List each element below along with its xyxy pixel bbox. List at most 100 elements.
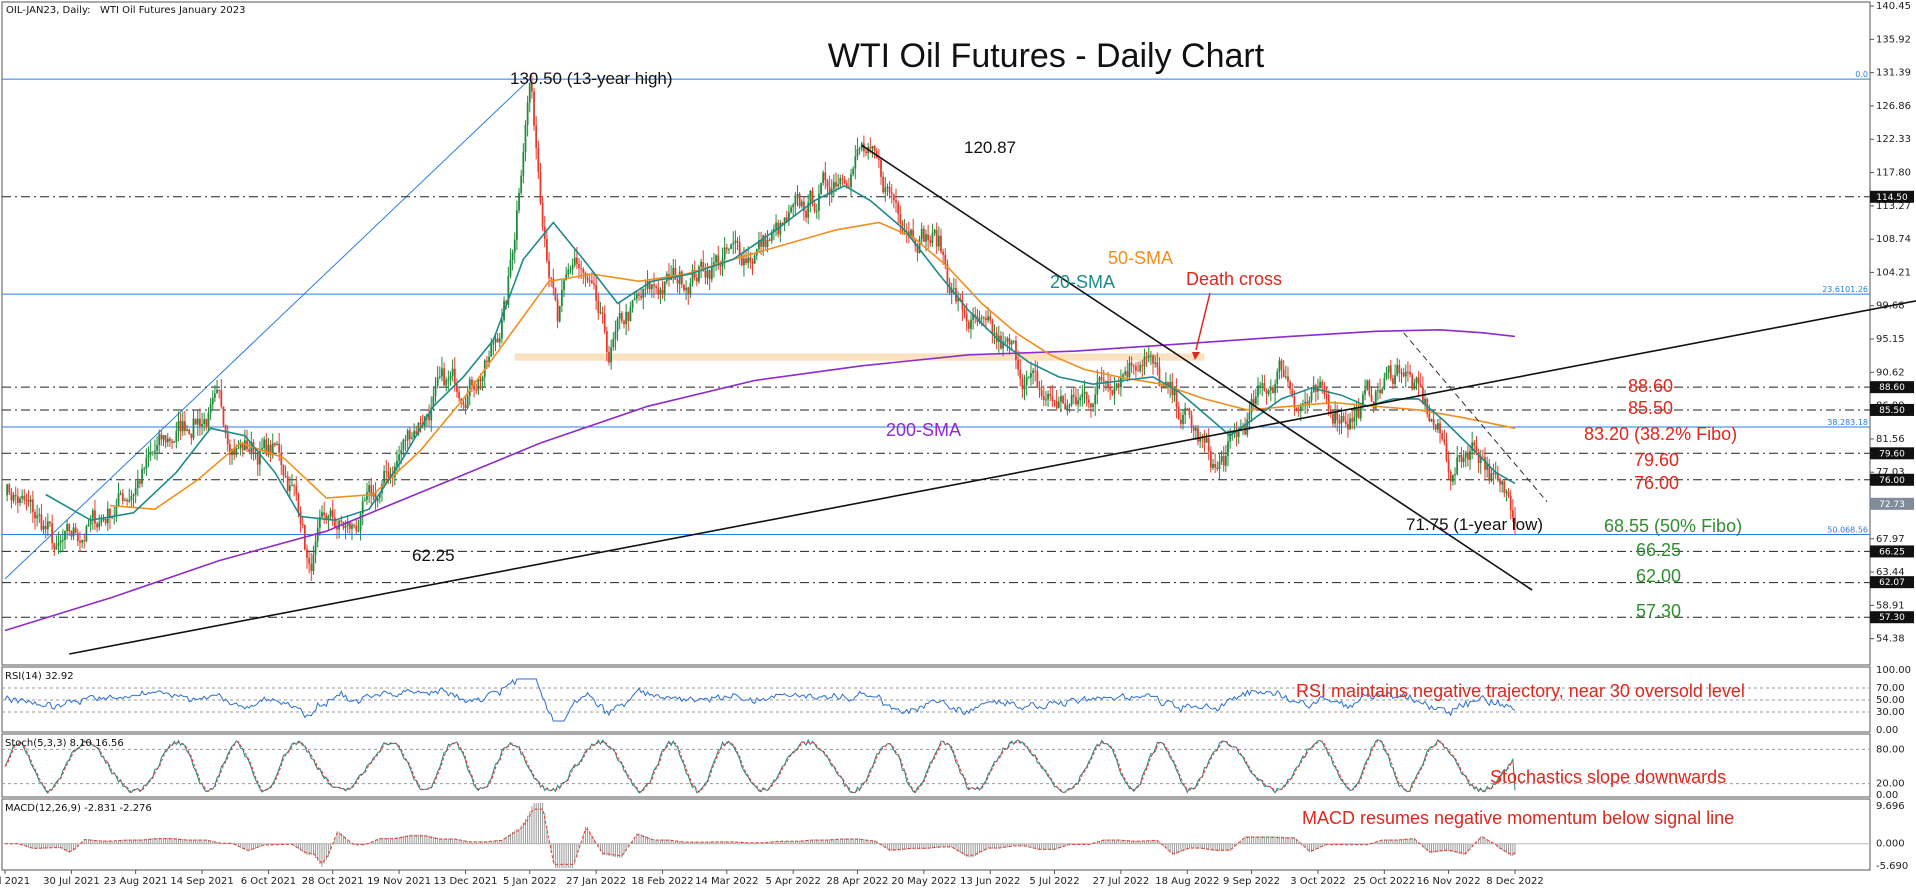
candle-body	[616, 319, 619, 332]
stoch-d-line	[4, 739, 1516, 794]
candle-body	[1479, 456, 1482, 463]
candle-body	[329, 510, 332, 517]
rsi-tick-label: 100.00	[1876, 665, 1911, 676]
price-tick-label: 99.68	[1876, 301, 1905, 312]
candle-body	[164, 435, 167, 443]
rsi-tick-label: 30.00	[1876, 707, 1905, 718]
candle-body	[55, 546, 58, 550]
candle-body	[1179, 419, 1182, 424]
candle-body	[980, 317, 983, 319]
candle-body	[171, 441, 173, 443]
candle-body	[1466, 452, 1469, 460]
candle-body	[1042, 395, 1045, 400]
candle-body	[858, 148, 861, 150]
candle-body	[1359, 405, 1362, 419]
candle-body	[186, 429, 188, 432]
candle-body	[1462, 457, 1465, 462]
candle-body	[1329, 409, 1332, 414]
candle-body	[417, 422, 420, 434]
candle-body	[528, 83, 531, 103]
candle-body	[520, 175, 523, 193]
candle-body	[1477, 453, 1480, 463]
candle-body	[1404, 371, 1407, 377]
candle-body	[1310, 391, 1313, 401]
candle-body	[1066, 405, 1069, 410]
candle-body	[1304, 401, 1306, 404]
candle-body	[21, 495, 24, 499]
price-box-label: 66.25	[1879, 547, 1905, 557]
candle-body	[869, 147, 872, 149]
candle-body	[1072, 394, 1075, 397]
candle-body	[753, 255, 756, 264]
candle-body	[156, 445, 158, 451]
candle-body	[1207, 437, 1210, 452]
candle-body	[141, 469, 143, 484]
candle-body	[1336, 411, 1339, 421]
candle-body	[897, 202, 900, 214]
candle-body	[400, 450, 403, 455]
candle-body	[218, 389, 221, 391]
candle-body	[453, 368, 456, 384]
candle-body	[1141, 365, 1144, 367]
candle-body	[149, 451, 152, 455]
candle-body	[66, 524, 69, 532]
candle-body	[288, 485, 291, 491]
label-62-00: 62.00	[1636, 566, 1681, 586]
candle-body	[736, 240, 739, 243]
rsi-tick-label: 70.00	[1876, 683, 1905, 694]
candle-body	[1134, 366, 1137, 371]
candle-body	[1218, 461, 1221, 469]
candle-body	[957, 298, 960, 302]
candle-body	[228, 444, 231, 455]
candle-body	[31, 499, 34, 512]
candle-body	[749, 257, 752, 262]
candle-body	[899, 213, 902, 224]
candle-body	[1156, 362, 1159, 368]
candle-body	[1188, 408, 1191, 415]
candle-body	[1229, 433, 1232, 442]
candle-body	[1413, 382, 1416, 390]
candle-body	[473, 385, 475, 390]
price-box: 57.30	[1870, 611, 1914, 624]
candle-body	[1454, 474, 1456, 476]
candle-body	[79, 541, 81, 543]
candle-body	[1257, 385, 1259, 397]
candle-body	[258, 450, 261, 465]
candle-body	[1023, 385, 1026, 390]
candle-body	[162, 435, 165, 440]
candle-body	[608, 351, 610, 363]
price-tick-label: 95.15	[1876, 334, 1905, 345]
rsi-line	[4, 678, 1516, 722]
candle-body	[1008, 338, 1011, 345]
candle-body	[160, 434, 163, 440]
candle-body	[922, 228, 925, 242]
candle-body	[631, 300, 634, 308]
candle-body	[599, 312, 602, 314]
candle-body	[1130, 362, 1133, 366]
candle-body	[925, 234, 927, 242]
candle-body	[728, 249, 730, 251]
price-tick-label: 113.27	[1876, 201, 1911, 212]
candle-body	[1347, 424, 1349, 430]
candle-body	[940, 235, 942, 252]
candle-body	[931, 233, 934, 243]
candle-body	[445, 379, 448, 386]
candle-body	[184, 421, 186, 432]
candle-body	[539, 172, 542, 203]
candle-body	[1209, 451, 1212, 468]
candle-body	[27, 500, 30, 502]
candle-body	[426, 414, 428, 417]
stoch-note: Stochastics slope downwards	[1490, 767, 1726, 787]
candle-body	[98, 522, 101, 528]
candle-body	[991, 320, 994, 334]
candle-body	[659, 289, 662, 295]
candle-body	[533, 91, 535, 126]
candle-body	[1327, 394, 1330, 410]
candle-body	[734, 240, 737, 243]
candle-body	[1323, 385, 1326, 395]
candle-body	[556, 299, 559, 322]
candle-body	[387, 471, 390, 478]
candle-body	[946, 264, 949, 282]
candle-body	[1291, 389, 1294, 397]
candle-body	[807, 202, 810, 218]
